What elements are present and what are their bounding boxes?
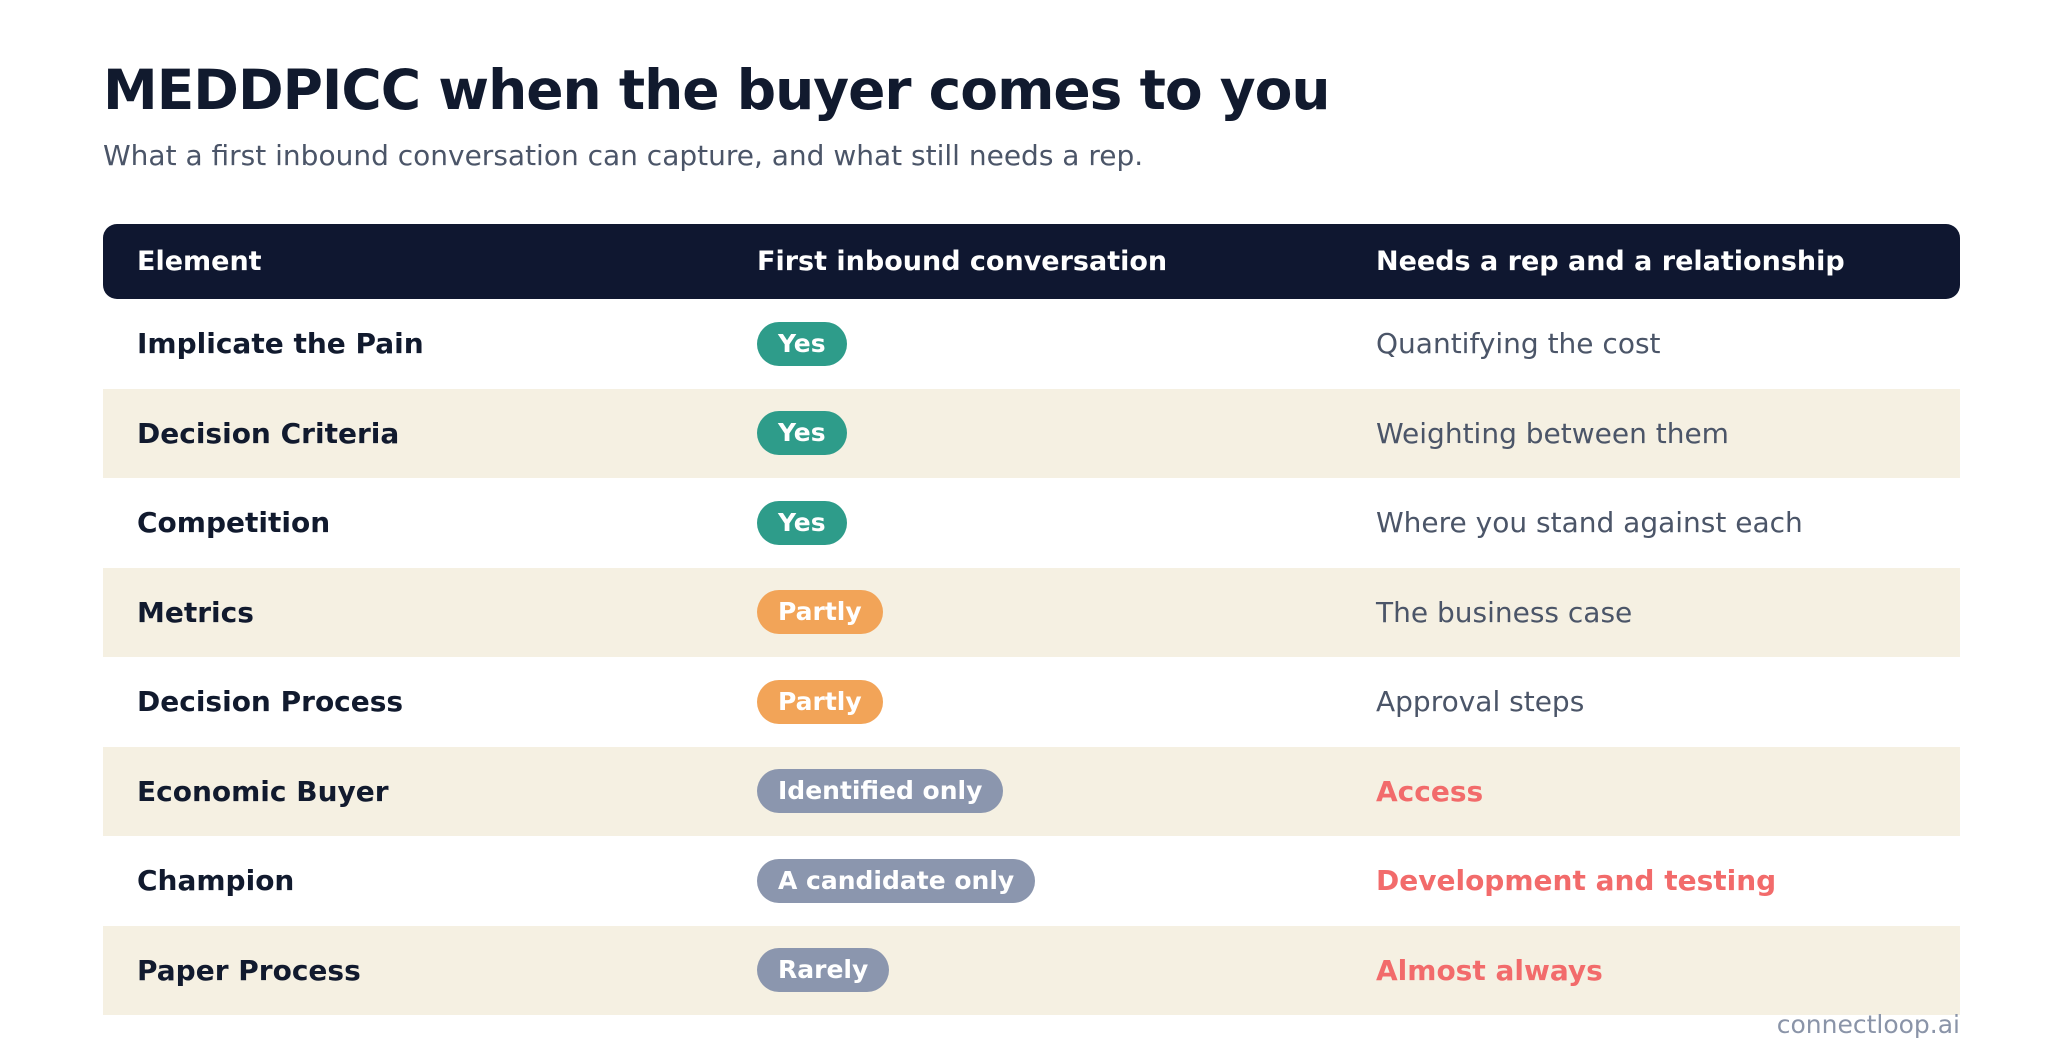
needs-rep-text: Access <box>1376 774 1484 808</box>
element-cell: Economic Buyer <box>103 775 723 808</box>
column-header-first-inbound: First inbound conversation <box>757 246 1168 277</box>
needs-cell: Approval steps <box>1342 685 1960 718</box>
needs-cell: Access <box>1342 775 1960 808</box>
element-name: Competition <box>137 506 331 540</box>
meddpicc-table: Element First inbound conversation Needs… <box>103 224 1960 1015</box>
element-cell: Metrics <box>103 596 723 629</box>
table-row: Champion A candidate only Development and … <box>103 836 1960 926</box>
needs-rep-text: Quantifying the cost <box>1376 327 1661 361</box>
page-title: MEDDPICC when the buyer comes to you <box>103 58 1331 122</box>
capture-cell: Rarely <box>723 948 1342 993</box>
capture-cell: Yes <box>723 411 1342 456</box>
element-name: Decision Criteria <box>137 416 400 450</box>
needs-cell: Almost always <box>1342 954 1960 987</box>
table-header: Element First inbound conversation Needs… <box>103 224 1960 299</box>
capture-badge: Yes <box>757 321 847 366</box>
element-cell: Implicate the Pain <box>103 327 723 360</box>
capture-cell: A candidate only <box>723 858 1342 903</box>
column-header-needs-rep: Needs a rep and a relationship <box>1376 246 1845 277</box>
needs-cell: The business case <box>1342 596 1960 629</box>
table-row: Competition Yes Where you stand against ea… <box>103 478 1960 568</box>
needs-rep-text: Weighting between them <box>1376 416 1729 450</box>
table-row: Metrics Partly The business case <box>103 567 1960 657</box>
column-header-element: Element <box>137 246 262 277</box>
capture-cell: Yes <box>723 500 1342 545</box>
element-name: Implicate the Pain <box>137 327 424 361</box>
needs-cell: Weighting between them <box>1342 417 1960 450</box>
capture-cell: Partly <box>723 590 1342 635</box>
brand-footer: connectloop.ai <box>1776 1010 1960 1039</box>
table-row: Economic Buyer Identified only Access <box>103 746 1960 836</box>
element-name: Economic Buyer <box>137 774 389 808</box>
element-cell: Paper Process <box>103 954 723 987</box>
capture-cell: Identified only <box>723 769 1342 814</box>
needs-cell: Development and testing <box>1342 864 1960 897</box>
capture-badge: Yes <box>757 500 847 545</box>
element-name: Paper Process <box>137 953 361 987</box>
needs-cell: Where you stand against each <box>1342 506 1960 539</box>
capture-badge: Yes <box>757 411 847 456</box>
needs-rep-text: Development and testing <box>1376 864 1777 898</box>
capture-badge: Rarely <box>757 948 890 993</box>
capture-cell: Partly <box>723 679 1342 724</box>
element-cell: Decision Criteria <box>103 417 723 450</box>
needs-cell: Quantifying the cost <box>1342 327 1960 360</box>
element-name: Metrics <box>137 595 254 629</box>
capture-badge: Partly <box>757 590 883 635</box>
table-row: Decision Criteria Yes Weighting between th… <box>103 388 1960 478</box>
table-row: Decision Process Partly Approval steps <box>103 657 1960 747</box>
element-name: Decision Process <box>137 685 404 719</box>
capture-badge: Partly <box>757 679 883 724</box>
element-cell: Decision Process <box>103 685 723 718</box>
element-cell: Competition <box>103 506 723 539</box>
element-cell: Champion <box>103 864 723 897</box>
needs-rep-text: Almost always <box>1376 953 1603 987</box>
table-row: Paper Process Rarely Almost always <box>103 925 1960 1015</box>
capture-cell: Yes <box>723 321 1342 366</box>
capture-badge: A candidate only <box>757 858 1036 903</box>
table-row: Implicate the Pain Yes Quantifying the cos… <box>103 299 1960 389</box>
element-name: Champion <box>137 864 295 898</box>
page-subtitle: What a first inbound conversation can ca… <box>103 139 1144 172</box>
needs-rep-text: Where you stand against each <box>1376 506 1803 540</box>
table-body: Implicate the Pain Yes Quantifying the cos… <box>103 299 1960 1015</box>
needs-rep-text: Approval steps <box>1376 685 1585 719</box>
needs-rep-text: The business case <box>1376 595 1633 629</box>
capture-badge: Identified only <box>757 769 1004 814</box>
